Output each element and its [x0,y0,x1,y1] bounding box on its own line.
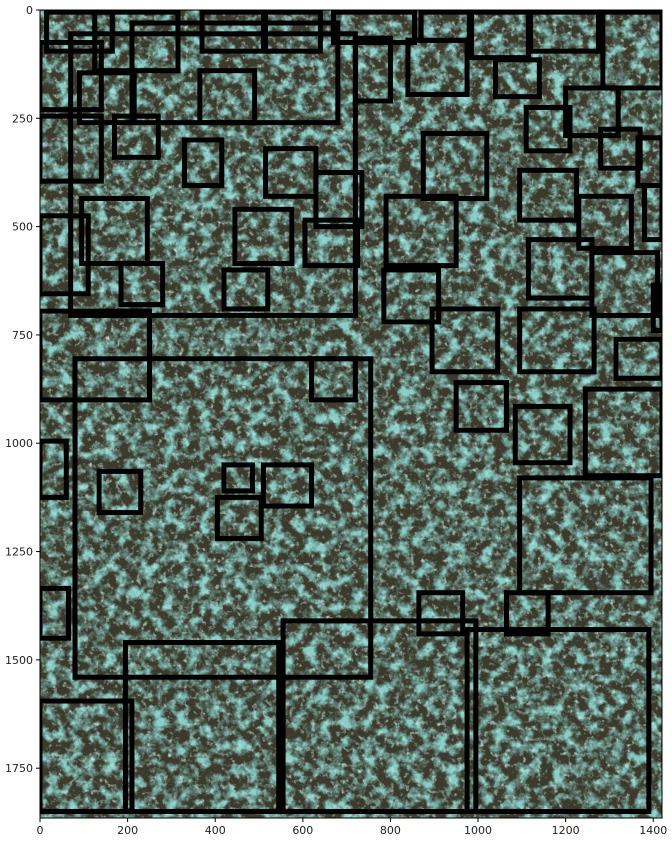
x-tick-label: 400 [205,824,226,837]
x-tick-label: 600 [292,824,313,837]
bounding-box [40,438,69,500]
forest-canopy-image [40,10,662,818]
x-tick-label: 1400 [639,824,667,837]
x-tick-label: 0 [37,824,44,837]
bounding-box [383,193,459,269]
bounding-box [182,137,225,188]
bounding-box [72,356,374,680]
bounding-box [221,462,255,494]
bounding-box [260,462,315,509]
bounding-box [405,37,470,97]
bounding-box [280,618,479,815]
bounding-box [504,590,551,637]
bounding-box [313,169,365,230]
bounding-box [650,282,662,334]
x-tick-label: 200 [117,824,138,837]
y-tick-label: 250 [12,112,33,125]
bounding-box [40,698,135,815]
y-tick-label: 1500 [5,654,33,667]
bounding-box [528,10,601,54]
y-tick-label: 0 [26,4,33,17]
bounding-box [464,627,652,815]
bounding-box [517,306,597,375]
x-tick-label: 1000 [464,824,492,837]
bounding-box [221,267,271,312]
bounding-box [381,267,442,325]
bounding-box [118,260,166,308]
bounding-box [96,468,144,516]
bounding-box [576,193,634,251]
bounding-box [453,380,510,433]
bounding-box [122,640,282,815]
bounding-box [493,57,542,100]
bounding-box [429,306,501,375]
plot-frame [39,9,663,819]
y-tick-label: 1750 [5,762,33,775]
bounding-box [40,213,91,297]
bounding-boxes [40,10,662,815]
bounding-box [523,104,573,154]
bounding-box [111,113,161,160]
bounding-box [76,70,137,126]
y-axis: 0 250 500 750 1000 1250 1500 1750 [5,4,40,775]
y-tick-label: 1250 [5,546,33,559]
bounding-box [214,494,264,542]
bounding-box [517,475,654,596]
y-tick-label: 1000 [5,437,33,450]
bounding-box [40,585,71,641]
bounding-box [600,10,662,91]
bounding-box [40,113,104,184]
bounding-box [352,35,393,104]
bounding-box [40,308,153,403]
x-axis: 0 200 400 600 800 1000 1200 1400 [37,818,667,837]
bounding-box [302,217,361,269]
y-tick-label: 750 [12,329,33,342]
y-tick-label: 500 [12,221,33,234]
bounding-box [641,182,662,243]
bounding-box [232,206,295,266]
x-tick-label: 1200 [552,824,580,837]
bounding-box [79,195,150,266]
x-tick-label: 800 [380,824,401,837]
bounding-box [416,590,466,637]
bounding-box [309,356,358,403]
bounding-box [563,85,621,139]
bounding-box [512,403,573,466]
bounding-box [197,68,258,126]
bounding-box [330,10,418,45]
